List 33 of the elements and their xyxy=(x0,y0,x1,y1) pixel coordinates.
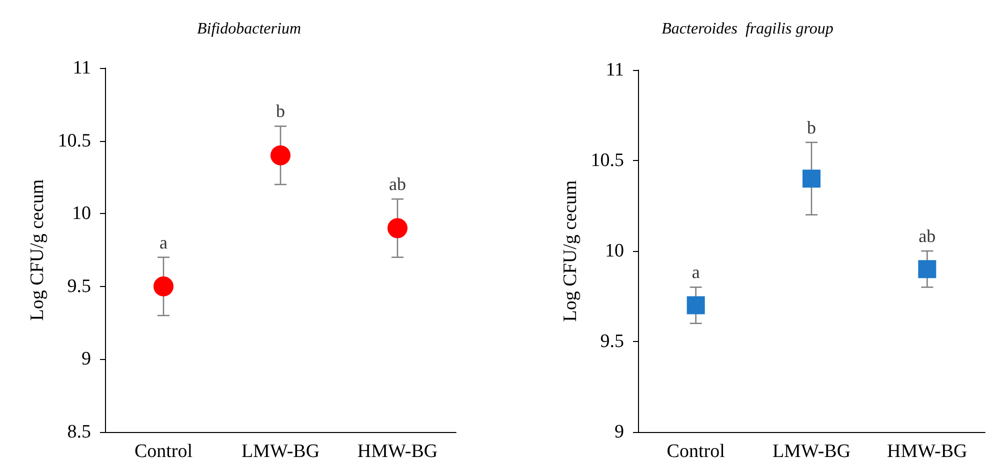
y-tick-label: 9.5 xyxy=(67,276,91,297)
y-axis-title: Log CFU/g cecum xyxy=(26,179,48,321)
annotation: b xyxy=(807,117,816,138)
y-tick-label: 9 xyxy=(82,348,91,370)
y-tick-label: 9.5 xyxy=(600,331,624,352)
annotation: ab xyxy=(389,174,406,194)
y-tick-label: 11 xyxy=(606,60,624,80)
point xyxy=(270,145,290,166)
point xyxy=(388,218,408,238)
y-tick-label: 10.5 xyxy=(58,130,91,152)
point xyxy=(918,260,936,278)
x-tick-label: LMW-BG xyxy=(772,441,851,462)
x-tick-label: HMW-BG xyxy=(887,441,968,462)
y-tick-label: 10.5 xyxy=(590,150,624,171)
y-tick-label: 11 xyxy=(72,58,91,78)
annotation: a xyxy=(160,232,168,252)
y-axis-title: Log CFU/g cecum xyxy=(560,180,581,322)
x-tick-label: Control xyxy=(666,441,725,462)
y-tick-label: 10 xyxy=(72,203,91,224)
annotation: a xyxy=(692,262,700,282)
y-tick-label: 8.5 xyxy=(67,422,91,442)
y-tick-label: 9 xyxy=(614,422,624,442)
point xyxy=(686,296,705,314)
x-tick-label: Control xyxy=(134,441,193,462)
chart-title: Bacteroides fragilis group xyxy=(662,20,834,38)
y-tick-label: 10 xyxy=(605,240,624,262)
chart-title: Bifidobacterium xyxy=(197,20,301,38)
point xyxy=(802,170,820,188)
point xyxy=(154,276,174,296)
annotation: ab xyxy=(918,226,936,246)
x-tick-label: LMW-BG xyxy=(241,441,320,462)
annotation: b xyxy=(276,101,285,122)
x-tick-label: HMW-BG xyxy=(357,441,438,462)
